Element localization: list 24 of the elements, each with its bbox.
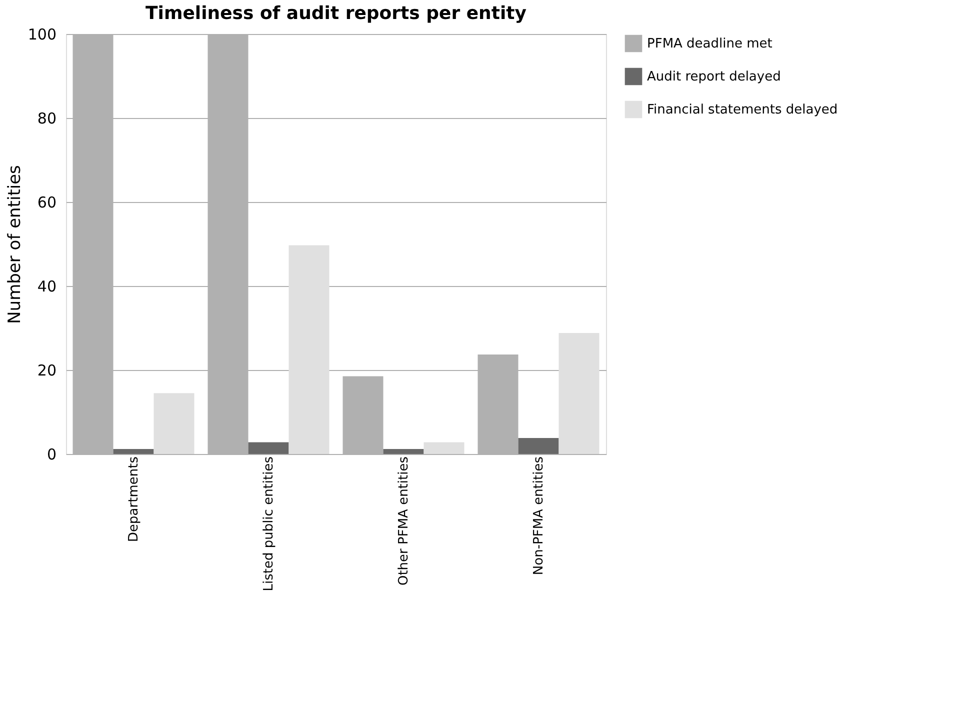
y-axis-title: Number of entities	[4, 164, 25, 324]
bar	[154, 393, 194, 454]
y-tick-label: 20	[37, 362, 56, 380]
bar	[558, 333, 600, 454]
y-tick-label: 100	[28, 26, 56, 44]
y-tick-label: 40	[37, 278, 56, 296]
y-tick-label: 80	[37, 110, 56, 128]
bar	[424, 442, 464, 454]
x-tick-label: Non-PFMA entities	[532, 456, 546, 576]
legend-label: Financial statements delayed	[647, 102, 838, 118]
bar	[113, 448, 154, 454]
legend-label: PFMA deadline met	[647, 36, 772, 52]
y-tick-label: 0	[46, 446, 56, 464]
x-tick-label: Other PFMA entities	[396, 456, 412, 586]
chart-title: Timeliness of audit reports per entity	[146, 3, 527, 24]
bar	[518, 438, 559, 454]
x-tick-label: Departments	[126, 456, 142, 542]
bar	[248, 442, 289, 454]
x-tick-label: Listed public entities	[262, 456, 276, 592]
bar	[342, 376, 384, 454]
bar	[383, 448, 424, 454]
y-tick-label: 60	[37, 194, 56, 212]
bar	[288, 245, 330, 454]
legend-label: Audit report delayed	[647, 70, 781, 84]
